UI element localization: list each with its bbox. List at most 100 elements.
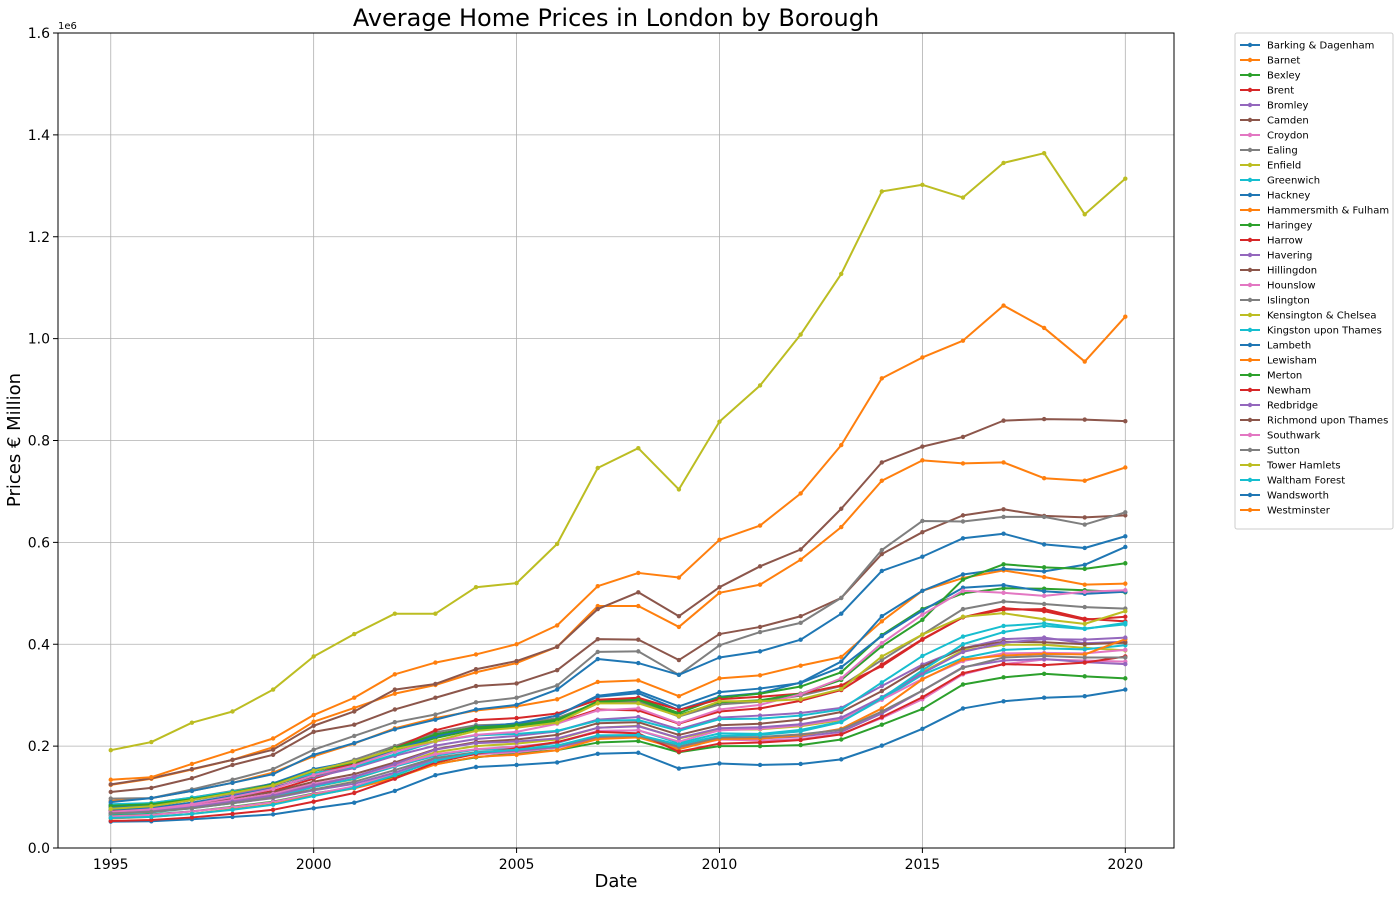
data-point — [757, 725, 763, 730]
data-point — [311, 747, 316, 752]
data-point — [433, 743, 438, 748]
data-point — [473, 750, 479, 755]
x-tick-label: 2015 — [905, 857, 941, 873]
data-point — [1082, 604, 1087, 610]
data-point — [676, 732, 682, 738]
data-point — [595, 603, 600, 609]
series-line — [110, 655, 1126, 823]
y-tick-label: 1.4 — [28, 128, 50, 144]
legend-marker — [1247, 207, 1253, 213]
legend-item: Harrow — [1240, 236, 1303, 247]
data-point — [514, 695, 519, 700]
data-point — [1001, 599, 1006, 604]
data-point — [757, 673, 763, 678]
data-point — [798, 732, 803, 737]
data-point — [595, 636, 600, 642]
data-point — [189, 720, 195, 725]
data-point — [1082, 522, 1087, 527]
data-point — [839, 757, 844, 762]
legend-marker — [1247, 192, 1253, 198]
data-point — [1082, 647, 1087, 652]
data-point — [595, 649, 600, 655]
data-point — [352, 733, 357, 739]
data-point — [676, 721, 682, 726]
data-point — [1001, 675, 1006, 680]
data-point — [108, 777, 113, 782]
series-17 — [108, 510, 1128, 801]
data-point — [392, 761, 398, 767]
data-point — [108, 815, 113, 821]
data-point — [636, 732, 641, 738]
legend-label: Sutton — [1267, 446, 1300, 457]
data-point — [1123, 620, 1128, 626]
x-axis-title: Date — [594, 871, 637, 892]
data-point — [311, 799, 316, 804]
data-point — [473, 728, 479, 734]
data-point — [960, 614, 966, 619]
data-point — [1082, 660, 1087, 665]
data-point — [352, 722, 357, 727]
data-point — [717, 741, 722, 746]
data-point — [636, 750, 641, 755]
legend-marker — [1247, 252, 1253, 258]
legend-label: Lambeth — [1267, 341, 1311, 352]
data-point — [879, 614, 885, 619]
data-point — [433, 611, 438, 616]
data-point — [920, 617, 925, 622]
data-point — [352, 779, 357, 784]
legend-item: Southwark — [1240, 431, 1320, 442]
y-axis-offset-label: 1e6 — [58, 21, 77, 32]
data-point — [839, 719, 844, 725]
data-point — [433, 712, 438, 717]
data-point — [798, 637, 803, 642]
data-point — [473, 725, 479, 730]
data-point — [1001, 514, 1006, 520]
data-point — [1001, 566, 1006, 572]
data-point — [676, 707, 682, 713]
data-point — [960, 585, 966, 590]
data-point — [392, 767, 398, 773]
legend-marker — [1247, 507, 1253, 513]
series-31 — [108, 303, 1128, 782]
legend-label: Newham — [1267, 386, 1311, 397]
data-point — [960, 657, 966, 662]
x-tick-label: 2000 — [296, 857, 332, 873]
data-point — [270, 766, 276, 772]
data-point — [1123, 640, 1128, 645]
series-24 — [108, 635, 1128, 815]
data-point — [1082, 694, 1087, 699]
legend-label: Havering — [1267, 251, 1312, 262]
data-point — [636, 706, 641, 711]
legend-item: Bromley — [1240, 101, 1309, 112]
data-point — [960, 461, 966, 466]
data-point — [879, 478, 885, 483]
data-point — [1082, 589, 1087, 594]
data-point — [676, 739, 682, 744]
legend-item: Tower Hamlets — [1240, 461, 1341, 472]
data-point — [757, 564, 763, 569]
data-point — [189, 806, 195, 811]
data-point — [676, 704, 682, 709]
series-30 — [108, 531, 1128, 805]
legend-marker — [1247, 462, 1253, 468]
data-point — [1001, 610, 1006, 616]
legend-label: Ealing — [1267, 146, 1298, 157]
data-point — [149, 774, 154, 780]
data-point — [960, 606, 966, 612]
data-point — [1082, 212, 1087, 217]
data-point — [960, 519, 966, 524]
legend-item: Newham — [1240, 386, 1311, 397]
data-point — [1082, 562, 1087, 567]
data-point — [920, 695, 925, 700]
data-point — [920, 588, 925, 593]
data-point — [1123, 534, 1128, 539]
data-point — [960, 642, 966, 647]
data-point — [920, 664, 925, 669]
y-tick-label: 0.4 — [28, 637, 50, 653]
data-point — [230, 757, 235, 763]
data-point — [514, 702, 519, 708]
data-point — [839, 654, 844, 660]
data-point — [149, 817, 154, 823]
data-point — [1082, 637, 1087, 642]
